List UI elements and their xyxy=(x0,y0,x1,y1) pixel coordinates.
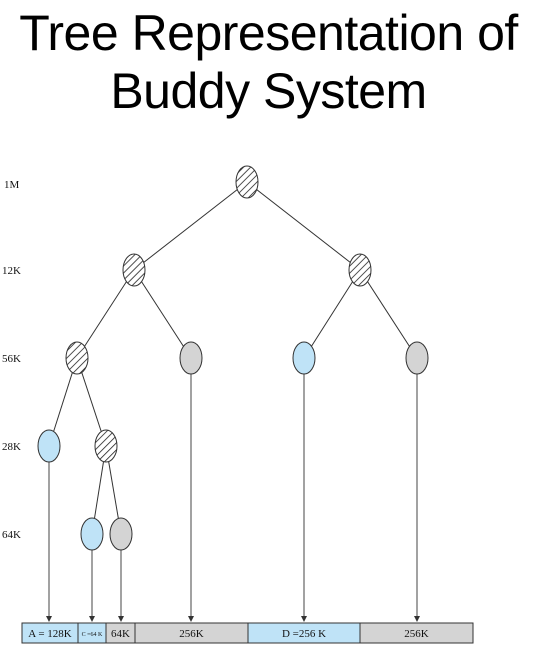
split-node xyxy=(94,429,118,463)
memory-block-label: 256K xyxy=(179,628,204,640)
allocated-node xyxy=(37,429,61,463)
memory-block-label: D =256 K xyxy=(282,628,326,640)
edge xyxy=(303,269,361,359)
split-node xyxy=(348,253,372,287)
edge xyxy=(76,269,135,359)
memory-bar: A = 128K C =64 K 64K 256K D =256 K 256K xyxy=(21,622,474,644)
split-node xyxy=(122,253,146,287)
title-line-1: Tree Representation of xyxy=(19,5,518,61)
level-label-56k: 56K xyxy=(2,353,21,365)
edge xyxy=(359,269,418,359)
level-label-64k: 64K xyxy=(2,529,21,541)
level-label-28k: 28K xyxy=(2,441,21,453)
memory-block-label: 256K xyxy=(404,628,429,640)
split-node xyxy=(65,341,89,375)
free-node xyxy=(109,517,133,551)
edge xyxy=(246,181,361,271)
edge xyxy=(133,181,248,271)
title-line-2: Buddy System xyxy=(110,63,427,119)
split-node xyxy=(235,165,259,199)
free-node xyxy=(179,341,203,375)
level-label-12k: 12K xyxy=(2,265,21,277)
tree-edges xyxy=(48,181,418,535)
tree-nodes xyxy=(37,165,429,551)
free-node xyxy=(405,341,429,375)
memory-block-256k xyxy=(359,622,474,644)
memory-block-label: 64K xyxy=(111,628,130,640)
slide-title: Tree Representation of Buddy System xyxy=(0,4,537,120)
memory-block-label: A = 128K xyxy=(28,628,72,640)
allocated-node xyxy=(80,517,104,551)
edge xyxy=(133,269,192,359)
level-label-1m: 1M xyxy=(4,179,20,191)
memory-block-label: C =64 K xyxy=(82,632,103,638)
allocated-node xyxy=(292,341,316,375)
leaf-arrows xyxy=(46,368,420,622)
